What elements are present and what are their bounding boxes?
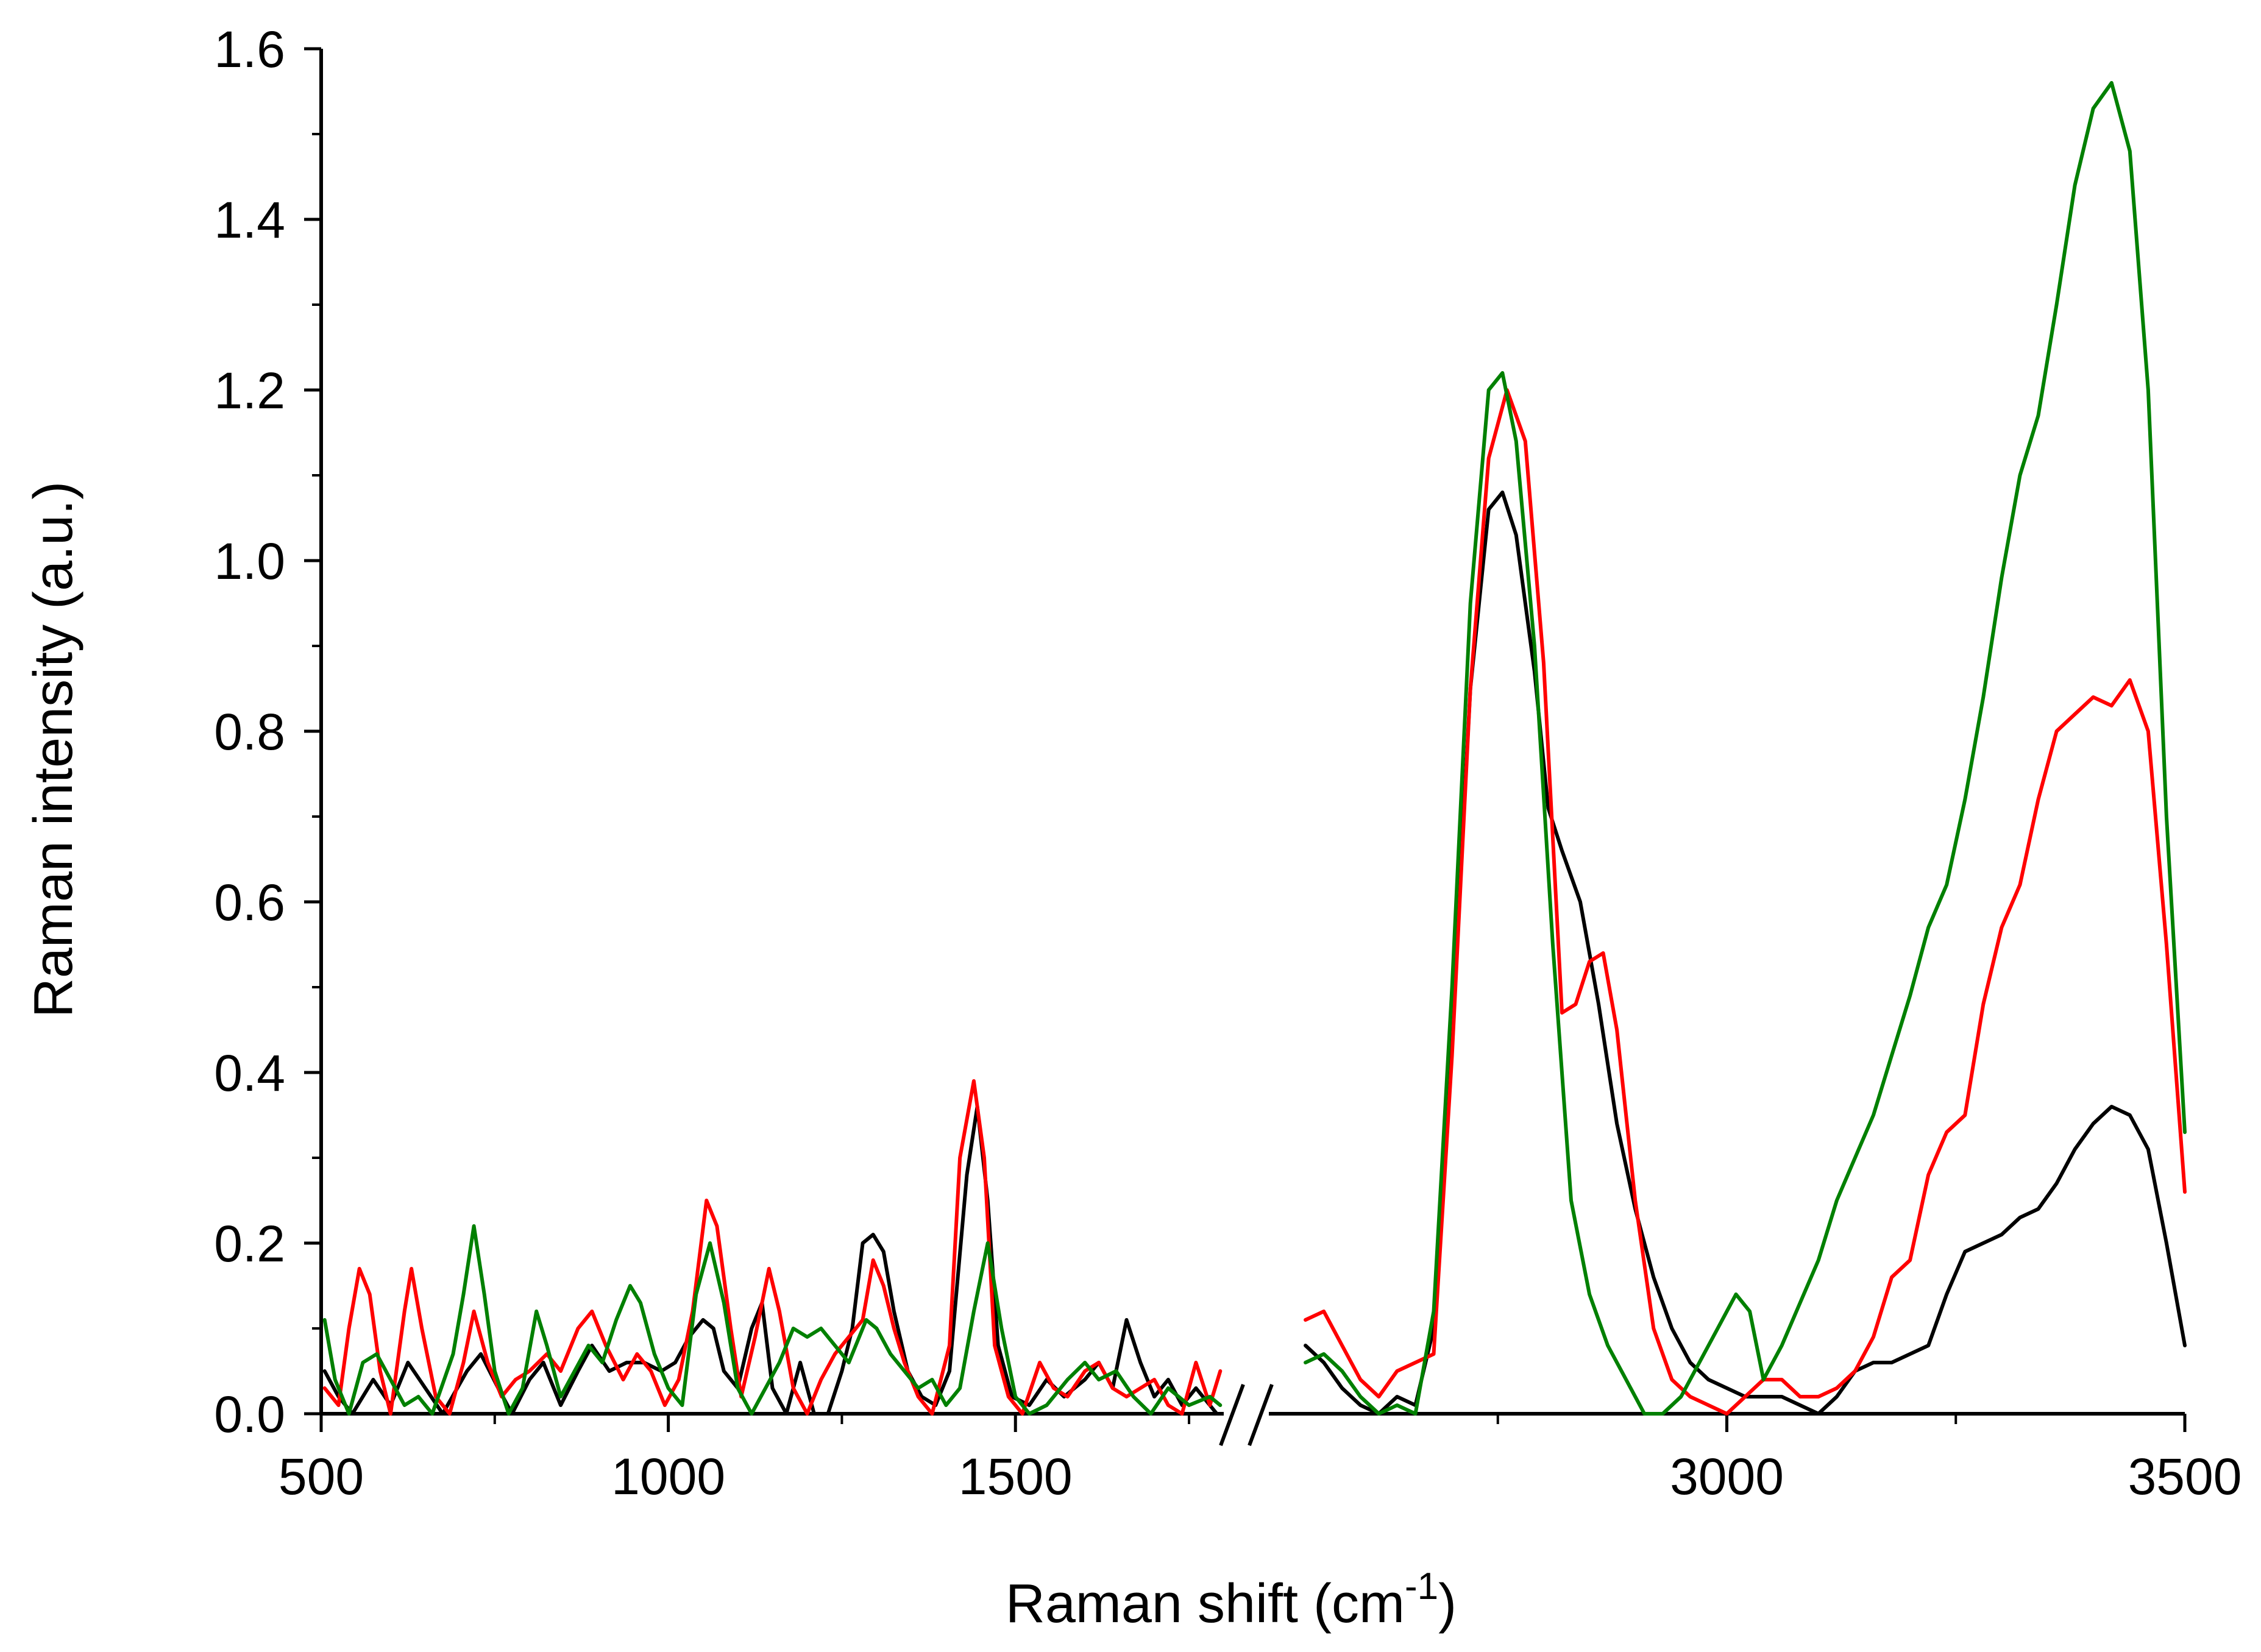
series-3-line-segment-2	[1304, 81, 2187, 1416]
y-tick-label: 0.0	[214, 1386, 285, 1443]
y-ticks: 0.0 0.2 0.4 0.6 0.8 1.0 1.2 1.4 1.6	[214, 21, 321, 1443]
x-axis-title-main: Raman shift (cm	[1006, 1573, 1405, 1634]
x-axis-title-superscript: -1	[1405, 1565, 1438, 1608]
x-tick-label: 3500	[2128, 1448, 2242, 1505]
series-2-line-segment-1	[322, 1079, 1223, 1416]
y-tick-label: 1.2	[214, 362, 285, 419]
series-2-line-segment-2	[1304, 388, 2187, 1416]
y-tick-label: 0.8	[214, 703, 285, 760]
x-axis-title-close: )	[1438, 1573, 1457, 1634]
x-tick-label: 3000	[1670, 1448, 1784, 1505]
y-tick-label: 0.6	[214, 874, 285, 931]
y-axis-title: Raman intensity (a.u.)	[23, 481, 84, 1018]
plot-lines	[322, 81, 2187, 1416]
axes	[319, 49, 2185, 1447]
y-tick-label: 0.2	[214, 1215, 285, 1272]
y-tick-label: 0.4	[214, 1044, 285, 1102]
y-tick-label: 1.4	[214, 191, 285, 249]
series-1-line-segment-1	[322, 1105, 1219, 1416]
y-tick-label: 1.6	[214, 21, 285, 78]
x-axis-title: Raman shift (cm-1)	[1006, 1565, 1457, 1634]
x-tick-label: 1500	[959, 1448, 1073, 1505]
x-tick-label: 500	[279, 1448, 364, 1505]
x-tick-label: 1000	[611, 1448, 725, 1505]
axis-break-mark-left	[1219, 1383, 1245, 1447]
axis-break-mark-right	[1248, 1383, 1274, 1447]
series-3-line-segment-1	[322, 1224, 1223, 1416]
x-ticks: 500 1000 1500 3000 3500	[279, 1414, 2242, 1505]
y-tick-label: 1.0	[214, 533, 285, 590]
